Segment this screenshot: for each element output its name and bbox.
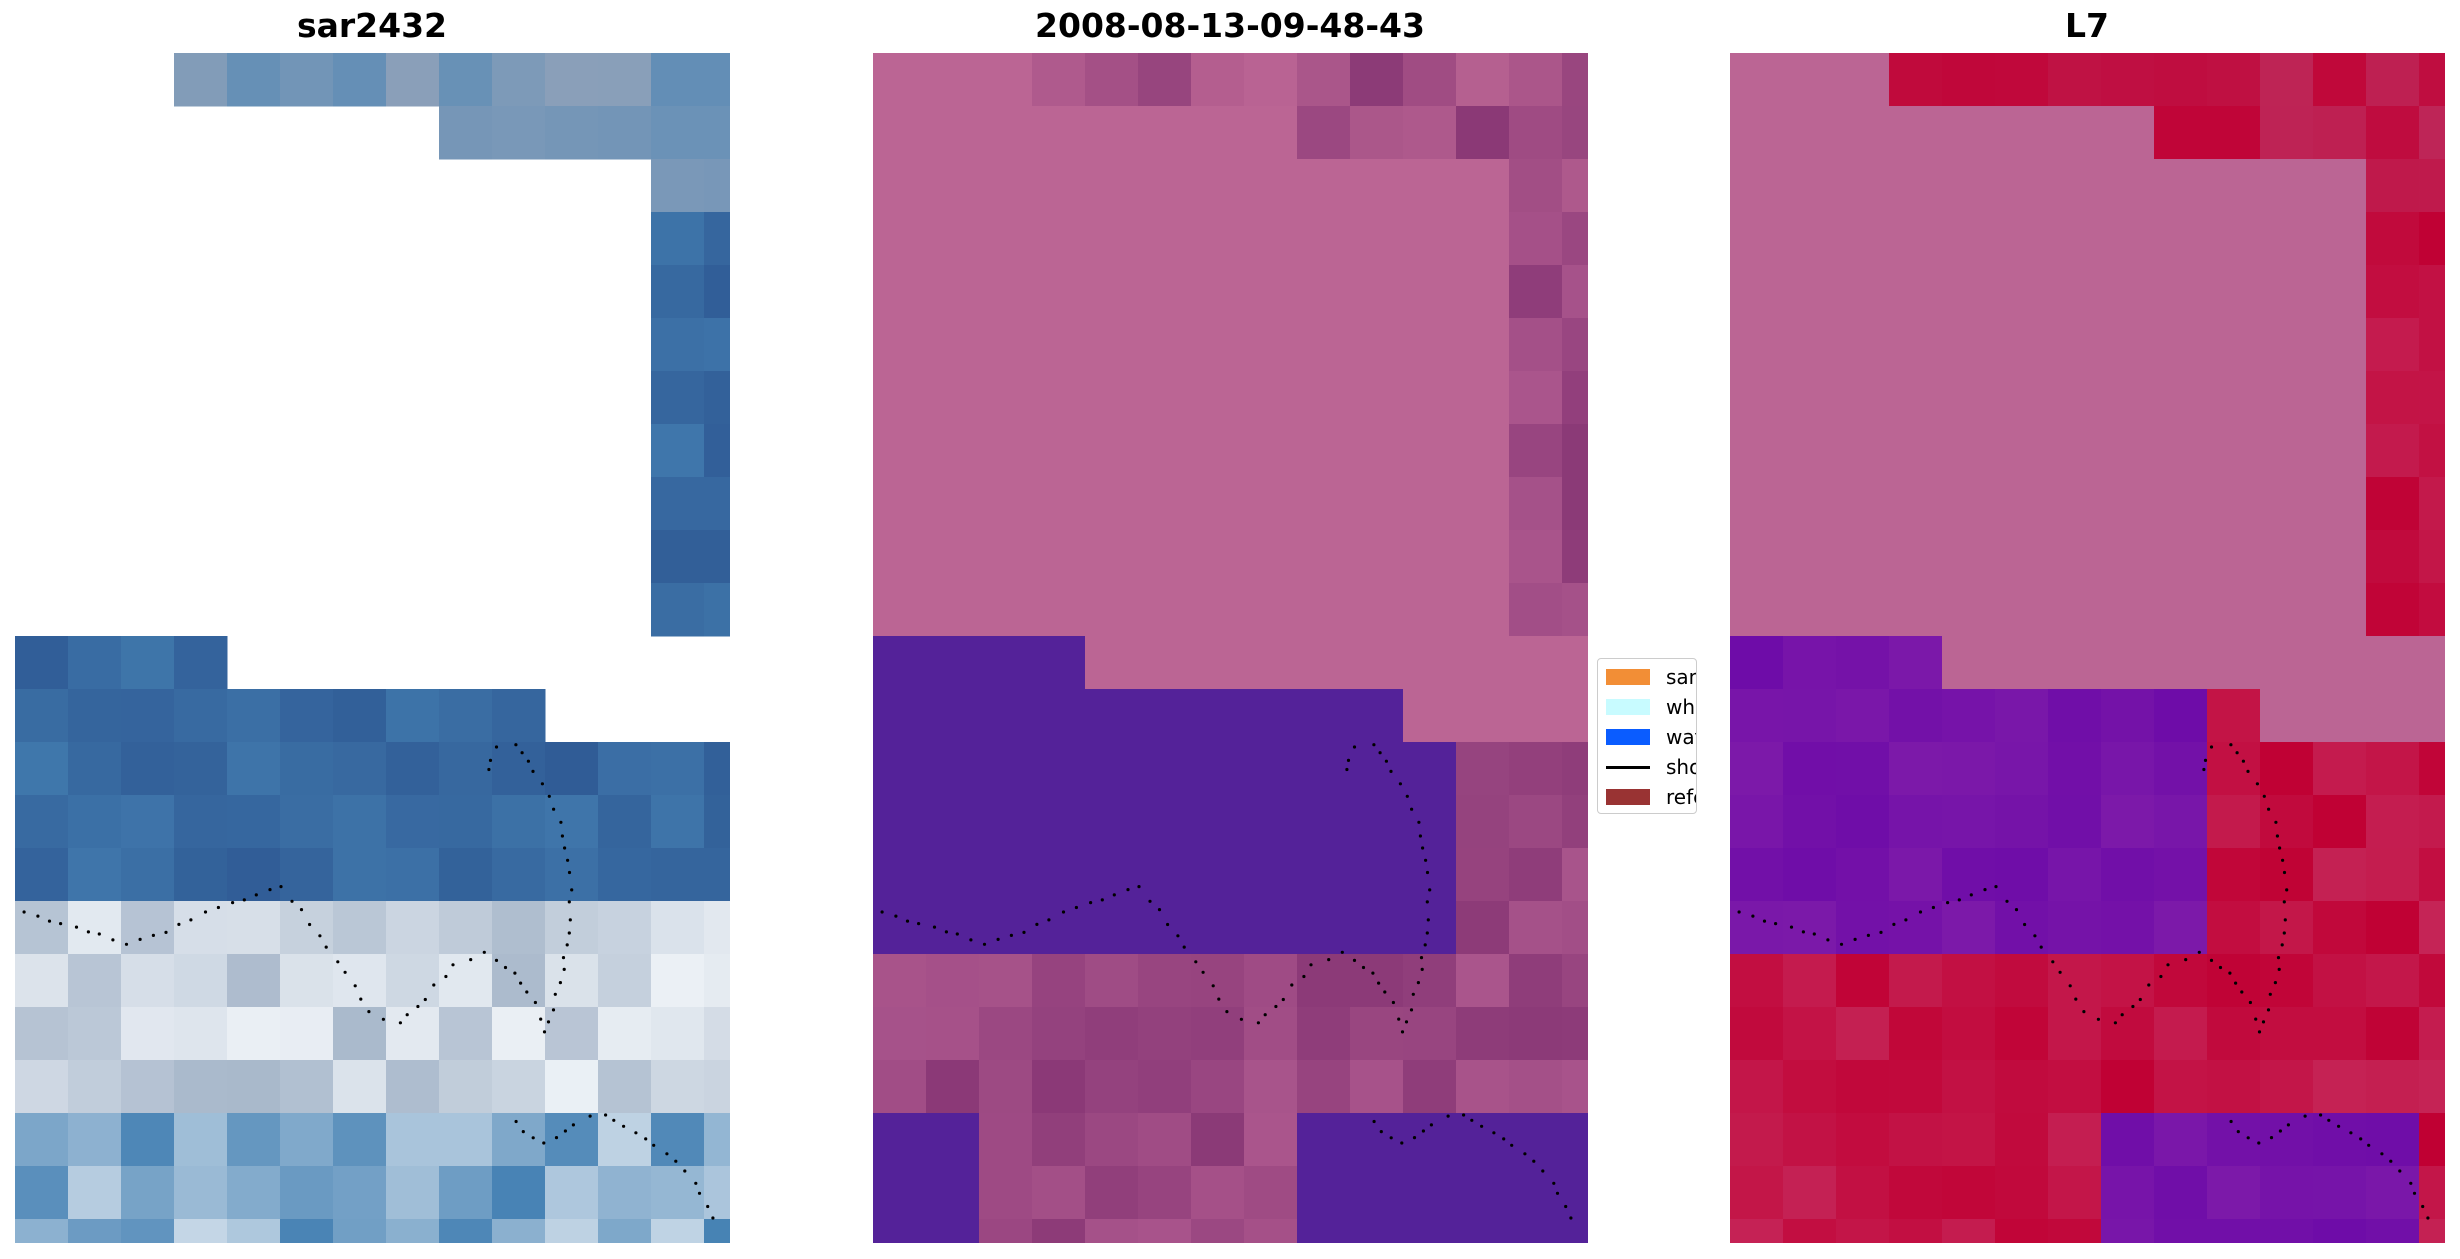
panel-title-classified: 2008-08-13-09-48-43 (1035, 6, 1425, 45)
classified-shoreline-dots (880, 743, 1573, 1220)
legend-label-reference-shoreline: reference shoreline (1666, 785, 1696, 809)
index-image-panel (1730, 53, 2445, 1243)
rgb-shoreline-dots (22, 743, 715, 1220)
panel-title-index: L7 (2065, 6, 2109, 45)
classified-image-panel (873, 53, 1588, 1243)
reference-shoreline-swatch (1606, 789, 1650, 805)
legend-label-sand: sand (1666, 665, 1696, 689)
panel-title-rgb: sar2432 (296, 6, 448, 45)
legend-label-water: water (1666, 725, 1696, 749)
whitewater-swatch (1606, 699, 1650, 715)
legend-item-water: water (1606, 725, 1696, 749)
legend-label-whitewater: whitewater (1666, 695, 1696, 719)
legend-item-sand: sand (1606, 665, 1696, 689)
legend-item-shoreline: shoreline (1606, 755, 1696, 779)
index-shoreline-dots (1737, 743, 2430, 1220)
legend-label-shoreline: shoreline (1666, 755, 1696, 779)
legend: sand whitewater water shoreline referenc… (1597, 658, 1697, 814)
water-swatch (1606, 729, 1650, 745)
rgb-image-panel (15, 53, 730, 1243)
legend-item-reference-shoreline: reference shoreline (1606, 785, 1696, 809)
sand-swatch (1606, 669, 1650, 685)
shoreline-line-icon (1606, 765, 1650, 769)
legend-item-whitewater: whitewater (1606, 695, 1696, 719)
